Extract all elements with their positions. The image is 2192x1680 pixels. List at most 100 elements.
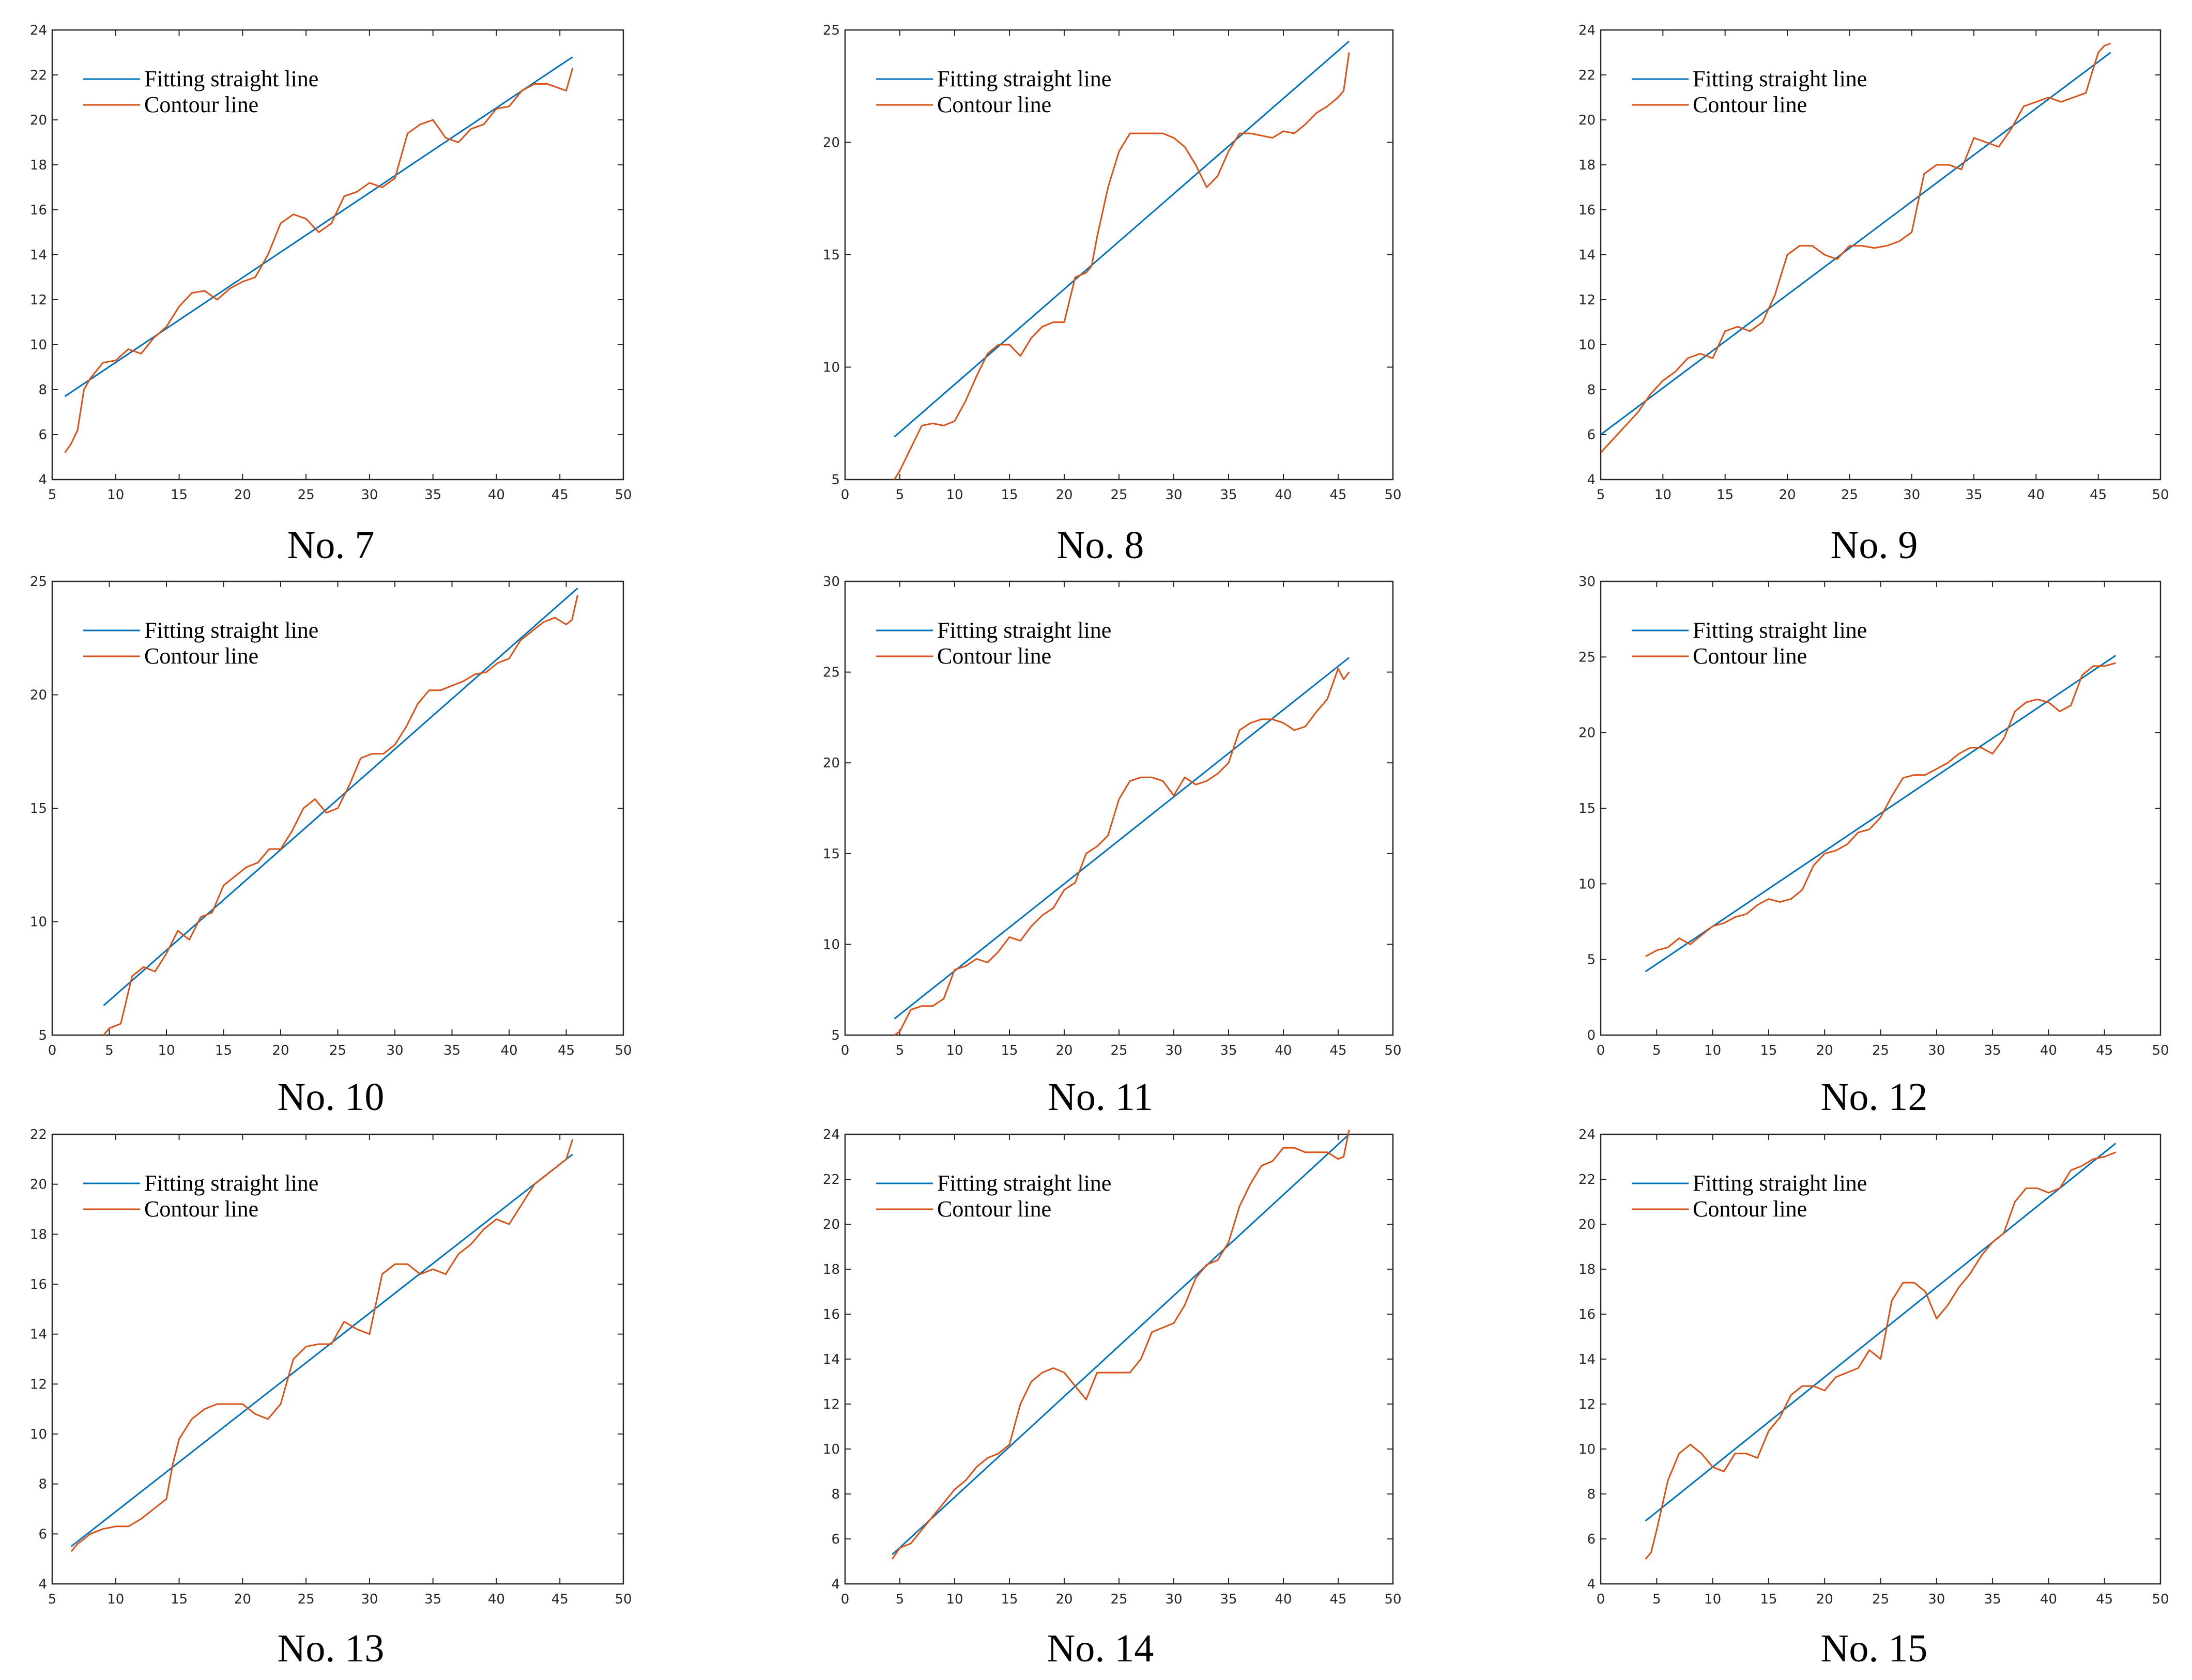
y-tick-label: 4 — [831, 1577, 840, 1592]
fitting-line — [894, 40, 1350, 438]
fitting-line — [1645, 1143, 2117, 1522]
x-tick-label: 50 — [1384, 1043, 1401, 1058]
contour-line — [1645, 662, 2116, 958]
panel-label: No. 7 — [287, 523, 375, 567]
y-tick-label: 24 — [1578, 23, 1596, 38]
legend-label-fit: Fitting straight line — [144, 1170, 318, 1196]
panel-label: No. 12 — [1821, 1075, 1928, 1119]
x-tick-label: 25 — [1110, 1043, 1127, 1058]
y-tick-label: 24 — [823, 1127, 840, 1143]
y-tick-label: 8 — [38, 382, 47, 398]
axes-box — [844, 29, 1394, 481]
x-tick-label: 10 — [1654, 487, 1672, 503]
legend-label-contour: Contour line — [144, 92, 258, 117]
legend-label-fit: Fitting straight line — [144, 618, 318, 643]
legend-label-contour: Contour line — [937, 92, 1051, 117]
y-tick-label: 6 — [831, 1532, 840, 1547]
x-tick-label: 35 — [1220, 1043, 1237, 1058]
x-tick-label: 25 — [1110, 487, 1127, 503]
panel-label: No. 10 — [278, 1075, 385, 1119]
x-tick-label: 0 — [1597, 1043, 1605, 1058]
y-tick-label: 4 — [1587, 472, 1596, 488]
y-tick-label: 25 — [823, 665, 840, 681]
x-tick-label: 10 — [946, 1592, 963, 1607]
x-tick-label: 15 — [1716, 487, 1734, 503]
y-tick-label: 15 — [823, 248, 840, 263]
y-tick-label: 25 — [30, 574, 47, 590]
x-tick-label: 45 — [2090, 487, 2107, 503]
x-tick-label: 40 — [2040, 1592, 2057, 1607]
y-tick-label: 15 — [1578, 801, 1596, 816]
fitting-line — [64, 56, 573, 397]
x-tick-label: 5 — [48, 487, 57, 503]
x-tick-label: 30 — [1165, 1592, 1182, 1607]
y-tick-label: 5 — [831, 472, 840, 488]
contour-line — [70, 1139, 574, 1552]
y-tick-label: 18 — [30, 1227, 47, 1242]
x-tick-label: 5 — [896, 1043, 905, 1058]
x-tick-label: 0 — [841, 487, 850, 503]
x-tick-label: 50 — [2152, 487, 2169, 503]
x-tick-label: 45 — [551, 1592, 569, 1607]
fitting-line — [1600, 52, 2111, 436]
y-tick-label: 14 — [30, 248, 47, 263]
y-tick-label: 10 — [30, 337, 47, 353]
panel-label: No. 15 — [1821, 1627, 1928, 1670]
x-tick-label: 5 — [105, 1043, 114, 1058]
legend-label-fit: Fitting straight line — [1693, 1170, 1867, 1196]
chart-panel: 5 10 15 20 25 30 35 40 45 50 4 6 8 10 12 14 16 18 20 22 24 Fi… — [30, 23, 632, 567]
fitting-line — [103, 588, 578, 1007]
x-tick-label: 40 — [488, 1592, 505, 1607]
contour-line — [64, 68, 574, 453]
y-tick-label: 6 — [38, 427, 47, 443]
y-tick-label: 24 — [30, 23, 47, 38]
chart-panel: 0 5 10 15 20 25 30 35 40 45 50 4 6 8 10 12 14 16 18 20 22 24 F… — [1578, 1127, 2169, 1670]
x-tick-label: 5 — [1597, 487, 1605, 503]
x-tick-label: 35 — [424, 1592, 441, 1607]
x-tick-label: 0 — [841, 1592, 850, 1607]
y-tick-label: 20 — [823, 756, 840, 771]
y-tick-label: 20 — [30, 688, 47, 703]
y-tick-label: 15 — [30, 801, 47, 816]
x-tick-label: 50 — [2152, 1043, 2169, 1058]
contour-line — [894, 668, 1350, 1036]
x-tick-label: 25 — [1841, 487, 1858, 503]
x-tick-label: 25 — [298, 1592, 315, 1607]
x-tick-label: 10 — [107, 1592, 124, 1607]
panel-label: No. 13 — [278, 1627, 385, 1670]
y-tick-label: 10 — [1578, 1442, 1596, 1457]
x-tick-label: 40 — [1275, 487, 1292, 503]
contour-line — [891, 1130, 1350, 1560]
axes-box — [51, 29, 624, 481]
y-tick-label: 16 — [1578, 1307, 1596, 1322]
y-tick-label: 8 — [38, 1477, 47, 1492]
x-tick-label: 20 — [1816, 1592, 1833, 1607]
y-tick-label: 20 — [1578, 113, 1596, 128]
x-tick-label: 35 — [1965, 487, 1982, 503]
y-tick-label: 10 — [823, 1442, 840, 1457]
legend-label-contour: Contour line — [1693, 1196, 1807, 1222]
y-tick-label: 25 — [823, 23, 840, 38]
y-tick-label: 20 — [30, 1177, 47, 1193]
panel-label: No. 14 — [1047, 1627, 1154, 1670]
x-tick-label: 0 — [48, 1043, 57, 1058]
y-tick-label: 8 — [831, 1487, 840, 1502]
chart-panel: 5 10 15 20 25 30 35 40 45 50 4 6 8 10 12 14 16 18 20 22 24 Fi… — [1578, 23, 2169, 567]
x-tick-label: 0 — [1597, 1592, 1605, 1607]
y-tick-label: 15 — [823, 846, 840, 862]
y-tick-label: 20 — [1578, 1217, 1596, 1232]
x-tick-label: 15 — [1760, 1592, 1777, 1607]
contour-line — [103, 594, 579, 1036]
x-tick-label: 15 — [1760, 1043, 1777, 1058]
y-tick-label: 12 — [823, 1397, 840, 1412]
y-tick-label: 10 — [30, 915, 47, 930]
legend-label-fit: Fitting straight line — [1693, 66, 1867, 91]
x-tick-label: 40 — [500, 1043, 517, 1058]
panel-label: No. 11 — [1048, 1075, 1153, 1119]
x-tick-label: 25 — [1872, 1592, 1889, 1607]
y-tick-label: 5 — [1587, 952, 1596, 968]
axes-box — [51, 1133, 624, 1585]
y-tick-label: 5 — [38, 1028, 47, 1043]
